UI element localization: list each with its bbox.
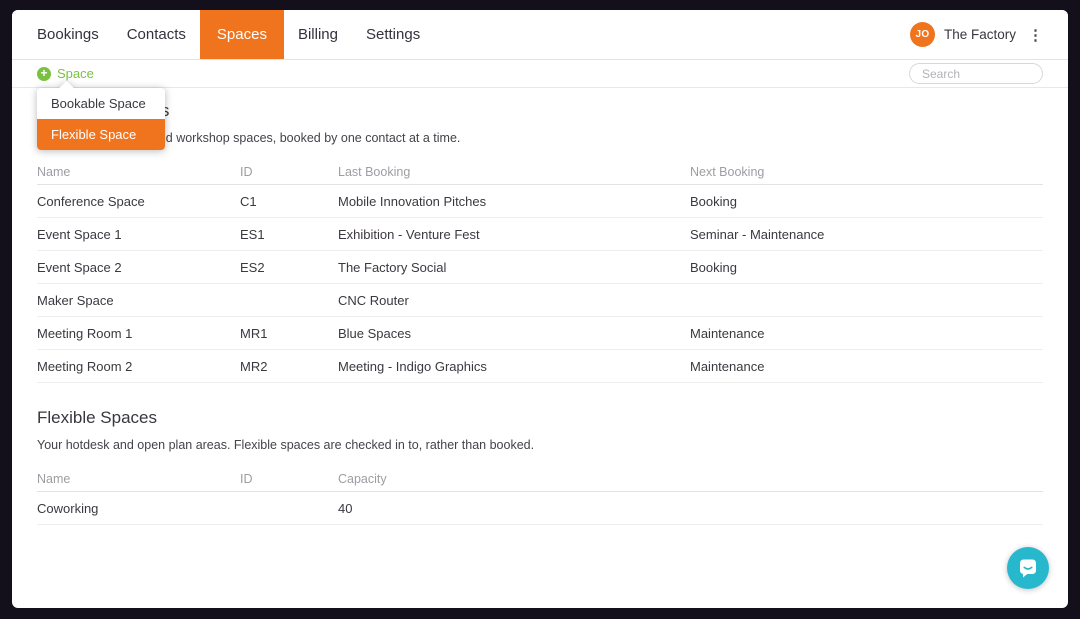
- plus-icon: +: [37, 66, 51, 81]
- overflow-menu-icon[interactable]: ⋮: [1028, 26, 1043, 44]
- cell-next-booking: Booking: [690, 259, 737, 275]
- cell-name: Maker Space: [37, 292, 114, 308]
- add-space-button[interactable]: + Space: [37, 66, 94, 81]
- cell-id: ES2: [240, 259, 265, 275]
- table-row[interactable]: Coworking 40: [37, 492, 1043, 525]
- toolbar: + Space: [12, 60, 1068, 88]
- flexible-section-title: Flexible Spaces: [37, 408, 158, 427]
- column-header-name: Name: [37, 471, 71, 486]
- bookable-spaces-table: Name ID Last Booking Next Booking Confer…: [37, 159, 1043, 383]
- cell-last-booking: Exhibition - Venture Fest: [338, 226, 480, 242]
- account-name[interactable]: The Factory: [943, 27, 1016, 42]
- cell-name: Coworking: [37, 500, 99, 516]
- cell-next-booking: Maintenance: [690, 358, 765, 374]
- dropdown-panel: Bookable Space Flexible Space: [37, 88, 165, 150]
- bookable-section-title: Bookable Spaces: [37, 100, 1043, 122]
- chat-icon: [1020, 559, 1036, 578]
- table-row[interactable]: Meeting Room 1 MR1 Blue Spaces Maintenan…: [37, 317, 1043, 350]
- table-row[interactable]: Event Space 1 ES1 Exhibition - Venture F…: [37, 218, 1043, 251]
- add-space-dropdown: Bookable Space Flexible Space: [37, 80, 165, 150]
- app-window: Bookings Contacts Spaces Billing Setting…: [12, 10, 1068, 608]
- content: Bookable Spaces Your meeting rooms and w…: [12, 88, 1068, 525]
- cell-id: MR1: [240, 325, 268, 341]
- cell-last-booking: Blue Spaces: [338, 325, 411, 341]
- cell-name: Meeting Room 1: [37, 325, 133, 341]
- avatar[interactable]: JO: [909, 22, 935, 47]
- table-header-row: Name ID Capacity: [37, 466, 1043, 492]
- tab-spaces[interactable]: Spaces: [199, 10, 284, 59]
- cell-id: MR2: [240, 358, 268, 374]
- cell-name: Event Space 1: [37, 226, 122, 242]
- cell-last-booking: CNC Router: [338, 292, 409, 308]
- column-header-capacity: Capacity: [338, 471, 387, 486]
- search-input[interactable]: [909, 63, 1043, 84]
- tab-bookings[interactable]: Bookings: [37, 26, 99, 43]
- flexible-section-description: Your hotdesk and open plan areas. Flexib…: [37, 438, 535, 452]
- column-header-next-booking: Next Booking: [690, 164, 765, 179]
- tab-contacts[interactable]: Contacts: [126, 26, 186, 43]
- table-row[interactable]: Event Space 2 ES2 The Factory Social Boo…: [37, 251, 1043, 284]
- add-space-label: Space: [57, 66, 94, 81]
- cell-next-booking: Booking: [690, 193, 737, 209]
- cell-name: Meeting Room 2: [37, 358, 133, 374]
- chat-launcher-button[interactable]: [1007, 547, 1049, 589]
- top-nav: Bookings Contacts Spaces Billing Setting…: [12, 10, 1068, 60]
- table-row[interactable]: Maker Space CNC Router: [37, 284, 1043, 317]
- cell-name: Conference Space: [37, 193, 145, 209]
- cell-last-booking: The Factory Social: [338, 259, 447, 275]
- main-nav: Bookings Contacts Spaces Billing Setting…: [12, 10, 434, 59]
- table-row[interactable]: Conference Space C1 Mobile Innovation Pi…: [37, 185, 1043, 218]
- tab-billing[interactable]: Billing: [297, 26, 338, 43]
- cell-last-booking: Mobile Innovation Pitches: [338, 193, 487, 209]
- table-header-row: Name ID Last Booking Next Booking: [37, 159, 1043, 185]
- cell-capacity: 40: [338, 500, 353, 516]
- bookable-section-description: Your meeting rooms and workshop spaces, …: [37, 131, 461, 145]
- cell-next-booking: Maintenance: [690, 325, 765, 341]
- flexible-spaces-table: Name ID Capacity Coworking 40: [37, 466, 1043, 525]
- column-header-name: Name: [37, 164, 71, 179]
- cell-next-booking: Seminar - Maintenance: [690, 226, 825, 242]
- section-flexible-spaces: Flexible Spaces Your hotdesk and open pl…: [37, 407, 1043, 525]
- cell-id: C1: [240, 193, 257, 209]
- cell-name: Event Space 2: [37, 259, 122, 275]
- column-header-id: ID: [240, 471, 253, 486]
- tab-settings[interactable]: Settings: [366, 26, 421, 43]
- section-bookable-spaces: Bookable Spaces Your meeting rooms and w…: [37, 100, 1043, 383]
- cell-id: ES1: [240, 226, 265, 242]
- column-header-last-booking: Last Booking: [338, 164, 411, 179]
- column-header-id: ID: [240, 164, 253, 179]
- menu-item-bookable-space[interactable]: Bookable Space: [51, 96, 146, 111]
- account-area: JO The Factory ⋮: [909, 10, 1068, 59]
- menu-item-flexible-space[interactable]: Flexible Space: [37, 119, 165, 150]
- table-row[interactable]: Meeting Room 2 MR2 Meeting - Indigo Grap…: [37, 350, 1043, 383]
- cell-last-booking: Meeting - Indigo Graphics: [338, 358, 487, 374]
